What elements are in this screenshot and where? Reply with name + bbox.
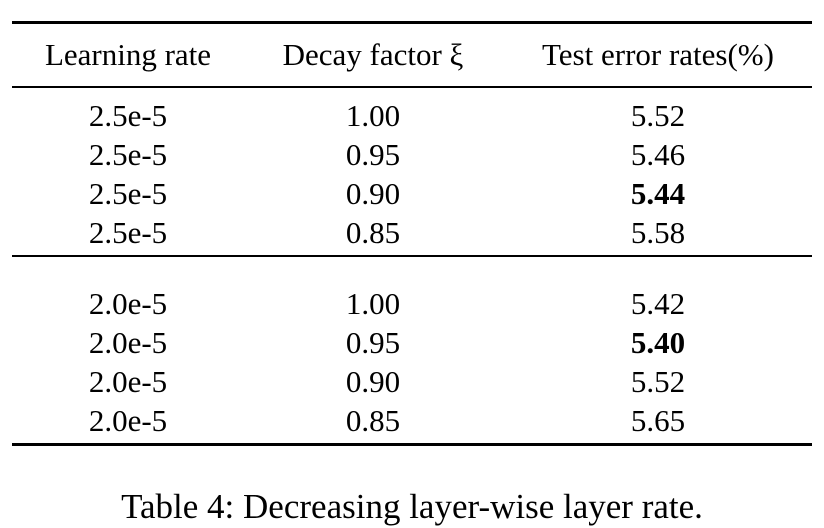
table-cell: 2.5e-5 — [88, 215, 168, 250]
table-cell: 1.00 — [345, 98, 401, 133]
table-cell: 5.58 — [630, 215, 686, 250]
table-cell: 2.0e-5 — [88, 325, 168, 360]
table-cell: 2.0e-5 — [88, 364, 168, 399]
table-cell: 1.00 — [345, 286, 401, 321]
header-rule — [12, 86, 812, 88]
table-cell: 0.85 — [345, 403, 401, 438]
caption: Table 4: Decreasing layer-wise layer rat… — [121, 487, 703, 526]
table-cell: 5.65 — [630, 403, 686, 438]
table-cell: 2.5e-5 — [88, 98, 168, 133]
table-cell: 5.44 — [630, 176, 686, 211]
table-cell: 5.52 — [630, 98, 686, 133]
bottom-rule — [12, 443, 812, 446]
table-cell: 0.95 — [345, 137, 401, 172]
table-cell: 2.5e-5 — [88, 137, 168, 172]
header-cell: Decay factor ξ — [282, 37, 464, 72]
header-cell: Test error rates(%) — [542, 37, 774, 72]
table-cell: 5.40 — [630, 325, 686, 360]
group-rule — [12, 255, 812, 257]
table-cell: 2.5e-5 — [88, 176, 168, 211]
header-cell: Learning rate — [44, 37, 212, 72]
table-cell: 2.0e-5 — [88, 286, 168, 321]
table-cell: 2.0e-5 — [88, 403, 168, 438]
table-cell: 0.90 — [345, 176, 401, 211]
table-cell: 0.85 — [345, 215, 401, 250]
table-cell: 5.52 — [630, 364, 686, 399]
table-cell: 0.95 — [345, 325, 401, 360]
table-cell: 5.46 — [630, 137, 686, 172]
top-rule — [12, 21, 812, 24]
table-cell: 0.90 — [345, 364, 401, 399]
table-cell: 5.42 — [630, 286, 686, 321]
